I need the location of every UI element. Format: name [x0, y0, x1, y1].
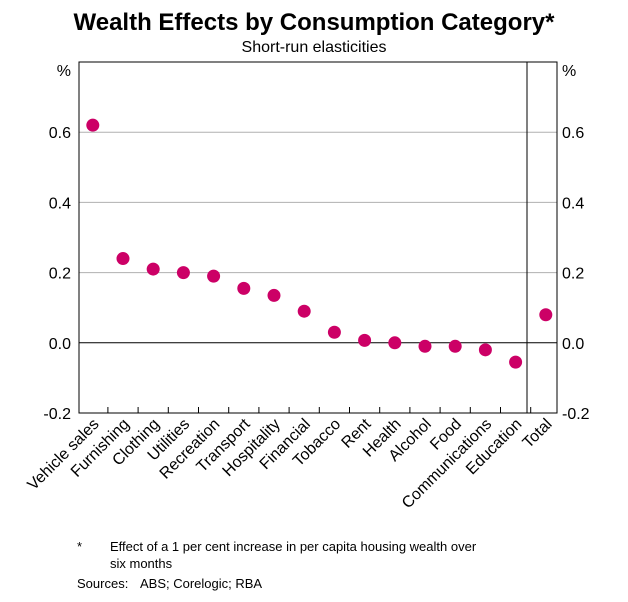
y-unit-left: % — [57, 63, 71, 80]
gridlines — [79, 131, 557, 274]
category-label: Total — [520, 416, 556, 452]
y-tick-label-right: -0.2 — [562, 406, 590, 423]
data-point — [388, 336, 402, 350]
chart-title-text: Wealth Effects by Consumption Category — [74, 9, 546, 36]
data-point — [267, 288, 281, 302]
data-point — [86, 118, 100, 132]
y-axis-right: -0.2 0.0 0.2 0.4 0.6 — [562, 125, 590, 423]
y-tick-label-left: 0.6 — [49, 125, 71, 142]
footnote-marker: * — [77, 539, 83, 554]
data-point — [237, 281, 251, 295]
plot-frame — [78, 61, 558, 414]
sources-text: ABS; Corelogic; RBA — [140, 576, 263, 591]
data-point — [176, 266, 190, 280]
y-tick-label-left: 0.4 — [49, 195, 71, 212]
data-point — [418, 339, 432, 353]
y-tick-label-right: 0.0 — [562, 336, 584, 353]
data-point — [116, 252, 130, 266]
sources-label: Sources: — [77, 576, 129, 591]
y-unit-right: % — [562, 63, 576, 80]
chart-subtitle: Short-run elasticities — [242, 39, 387, 56]
category-labels: Vehicle salesFurnishingClothingUtilities… — [25, 415, 556, 512]
chart-title-mark: * — [545, 9, 555, 36]
y-axis-left: -0.2 0.0 0.2 0.4 0.6 — [43, 125, 71, 423]
chart-title: Wealth Effects by Consumption Category* — [74, 9, 556, 36]
y-tick-label-right: 0.4 — [562, 195, 584, 212]
footnote-text: Effect of a 1 per cent increase in per c… — [110, 538, 540, 572]
y-tick-label-right: 0.2 — [562, 266, 584, 283]
y-tick-label-left: 0.0 — [49, 336, 71, 353]
data-point — [146, 262, 160, 276]
data-point — [297, 304, 311, 318]
y-tick-label-left: 0.2 — [49, 266, 71, 283]
x-ticks — [107, 407, 532, 413]
data-point — [448, 339, 462, 353]
data-point — [358, 333, 372, 347]
y-tick-label-right: 0.6 — [562, 125, 584, 142]
data-point — [478, 343, 492, 357]
data-point — [327, 325, 341, 339]
y-tick-label-left: -0.2 — [43, 406, 71, 423]
data-points — [86, 118, 553, 369]
data-point — [539, 308, 553, 322]
data-point — [207, 269, 221, 283]
footnote-line-2: six months — [110, 556, 173, 571]
footnote-line-1: Effect of a 1 per cent increase in per c… — [110, 539, 477, 554]
data-point — [509, 355, 523, 369]
